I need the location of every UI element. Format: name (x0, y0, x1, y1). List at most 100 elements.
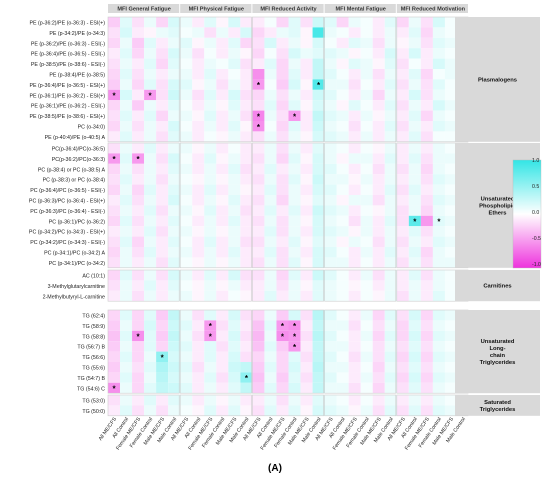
heatmap-cell (408, 351, 421, 362)
group-labels: PlasmalogensUnsaturatedPhospholipidEther… (455, 17, 540, 416)
heatmap-cell (204, 153, 217, 164)
heatmap-cell (228, 362, 241, 373)
panel-border (179, 142, 252, 269)
heatmap-cell (384, 320, 397, 331)
heatmap-cell (336, 270, 349, 281)
heatmap-cell (264, 372, 277, 383)
heatmap-cell (120, 184, 133, 195)
heatmap-cell (228, 37, 241, 49)
heatmap-cell (228, 236, 241, 247)
heatmap-cell (264, 247, 277, 258)
heatmap-cell (324, 163, 337, 175)
heatmap-cell (144, 395, 157, 406)
heatmap-cell (372, 372, 385, 383)
heatmap-cell (288, 310, 301, 321)
heatmap-cell (396, 247, 409, 258)
heatmap-cell (192, 174, 205, 185)
heatmap-cell (360, 163, 373, 175)
heatmap-cell (204, 79, 217, 90)
heatmap-cell (336, 405, 349, 416)
heatmap-cell (348, 69, 361, 80)
heatmap-cell (216, 110, 229, 121)
heatmap-cell (288, 351, 301, 362)
heatmap-cell (240, 48, 253, 59)
heatmap-cell (444, 184, 457, 195)
heatmap-cell (252, 58, 265, 69)
heatmap-cell (336, 280, 349, 291)
heatmap-cell (240, 143, 253, 154)
heatmap-cell (108, 110, 121, 121)
heatmap-cell (120, 257, 133, 268)
heatmap-cell (432, 37, 445, 49)
heatmap-cell (348, 110, 361, 121)
heatmap-cell (264, 143, 277, 154)
heatmap-cell (252, 310, 265, 321)
heatmap-cell (324, 205, 337, 216)
heatmap-cell (276, 270, 289, 281)
heatmap-cell (156, 17, 169, 28)
heatmap-cell (324, 395, 337, 406)
row-label: TG (53:0) (82, 398, 105, 404)
heatmap-cell (156, 37, 169, 49)
heatmap-cell (324, 184, 337, 195)
heatmap-cell (408, 89, 421, 101)
significance-star: * (281, 333, 285, 342)
heatmap-cell (192, 131, 205, 142)
heatmap-cell (288, 48, 301, 59)
heatmap-cell (408, 131, 421, 142)
heatmap-cell (252, 257, 265, 268)
heatmap-cell (204, 341, 217, 352)
heatmap-cell (276, 257, 289, 268)
heatmap-cell (408, 17, 421, 28)
heatmap-cell (444, 58, 457, 69)
heatmap-cell (252, 37, 265, 49)
heatmap-cell (312, 405, 325, 416)
heatmap-cell (180, 290, 193, 302)
heatmap-cell (252, 290, 265, 302)
heatmap-cell (204, 17, 217, 28)
row-label: PE (p-36:1)/PE (o-36:2) - ESI(+) (29, 93, 105, 99)
heatmap-cell (240, 174, 253, 185)
heatmap-cell (300, 236, 313, 247)
heatmap-cell (144, 58, 157, 69)
heatmap-cell (192, 79, 205, 90)
heatmap-cell (384, 290, 397, 302)
heatmap-cell (192, 362, 205, 373)
heatmap-cell (432, 382, 445, 394)
heatmap-cell (132, 205, 145, 216)
heatmap-cell (324, 310, 337, 321)
heatmap-cell (180, 382, 193, 394)
heatmap-cell (444, 372, 457, 383)
heatmap-cell (276, 110, 289, 121)
heatmap-cell (276, 226, 289, 237)
heatmap-cell (108, 290, 121, 302)
heatmap-cell (360, 110, 373, 121)
heatmap-cell (360, 290, 373, 302)
heatmap-cell (300, 330, 313, 342)
heatmap-cell (192, 121, 205, 132)
heatmap-cell (264, 184, 277, 195)
heatmap-cell (420, 79, 433, 90)
heatmap-cell (324, 372, 337, 383)
heatmap-cell (204, 163, 217, 175)
heatmap-cell (252, 89, 265, 101)
heatmap-cell (108, 395, 121, 406)
row-label: TG (56:7) B (77, 345, 105, 351)
heatmap-cell (336, 257, 349, 268)
heatmap-cell (420, 405, 433, 416)
heatmap-cell (108, 184, 121, 195)
heatmap-cell (168, 69, 181, 80)
heatmap-cell (396, 310, 409, 321)
heatmap-cell (336, 110, 349, 121)
heatmap-cell (240, 27, 253, 38)
heatmap-cell (360, 121, 373, 132)
heatmap-cell (372, 143, 385, 154)
heatmap-cell (408, 184, 421, 195)
heatmap-cell (384, 89, 397, 101)
heatmap-cell (384, 121, 397, 132)
group-box (455, 310, 540, 394)
heatmap-cell (276, 215, 289, 227)
heatmap-cell (156, 310, 169, 321)
heatmap-cell (180, 48, 193, 59)
heatmap-cell (360, 395, 373, 406)
